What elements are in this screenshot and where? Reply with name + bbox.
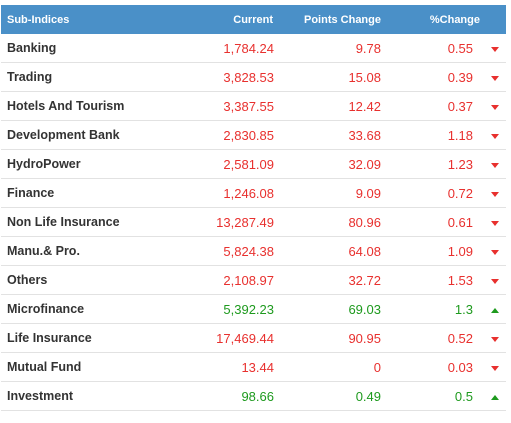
row-pct-change: 1.53	[393, 265, 483, 295]
row-pct-change: 0.55	[393, 34, 483, 63]
row-name: Others	[1, 265, 171, 295]
row-points-change: 0	[281, 352, 393, 382]
row-name: HydroPower	[1, 149, 171, 179]
table-body: Banking 1,784.24 9.78 0.55 Trading 3,828.53 1…	[1, 34, 506, 411]
row-current: 1,246.08	[171, 178, 281, 208]
triangle-up-icon	[490, 307, 499, 313]
row-name: Finance	[1, 178, 171, 208]
row-points-change: 33.68	[281, 120, 393, 150]
row-pct-change: 0.72	[393, 178, 483, 208]
row-current: 3,828.53	[171, 62, 281, 92]
row-points-change: 80.96	[281, 207, 393, 237]
table-row[interactable]: Manu.& Pro. 5,824.38 64.08 1.09	[1, 236, 506, 266]
row-current: 17,469.44	[171, 323, 281, 353]
row-pct-change: 0.39	[393, 62, 483, 92]
row-current: 1,784.24	[171, 34, 281, 63]
row-pct-change: 1.18	[393, 120, 483, 150]
triangle-down-icon	[490, 365, 499, 371]
row-pct-change: 1.23	[393, 149, 483, 179]
table-row[interactable]: Trading 3,828.53 15.08 0.39	[1, 62, 506, 92]
row-points-change: 15.08	[281, 62, 393, 92]
row-current: 5,824.38	[171, 236, 281, 266]
table-row[interactable]: Development Bank 2,830.85 33.68 1.18	[1, 120, 506, 150]
table-row[interactable]: Investment 98.66 0.49 0.5	[1, 381, 506, 411]
row-points-change: 69.03	[281, 294, 393, 324]
row-current: 2,108.97	[171, 265, 281, 295]
row-points-change: 90.95	[281, 323, 393, 353]
row-name: Development Bank	[1, 120, 171, 150]
triangle-down-icon	[490, 278, 499, 284]
table-row[interactable]: Mutual Fund 13.44 0 0.03	[1, 352, 506, 382]
row-name: Non Life Insurance	[1, 207, 171, 237]
row-pct-change: 0.52	[393, 323, 483, 353]
triangle-down-icon	[490, 249, 499, 255]
row-current: 98.66	[171, 381, 281, 411]
table-row[interactable]: Microfinance 5,392.23 69.03 1.3	[1, 294, 506, 324]
row-pct-change: 1.09	[393, 236, 483, 266]
row-current: 3,387.55	[171, 91, 281, 121]
table-header: Sub-Indices Current Points Change %Chang…	[1, 5, 506, 34]
triangle-down-icon	[490, 133, 499, 139]
triangle-down-icon	[490, 46, 499, 52]
row-current: 13.44	[171, 352, 281, 382]
table-row[interactable]: Others 2,108.97 32.72 1.53	[1, 265, 506, 295]
header-row: Sub-Indices Current Points Change %Chang…	[1, 5, 506, 34]
row-pct-change: 0.5	[393, 381, 483, 411]
row-name: Mutual Fund	[1, 352, 171, 382]
row-current: 2,830.85	[171, 120, 281, 150]
header-points-change[interactable]: Points Change	[281, 5, 393, 34]
header-current[interactable]: Current	[171, 5, 281, 34]
triangle-down-icon	[490, 336, 499, 342]
row-current: 5,392.23	[171, 294, 281, 324]
table-row[interactable]: Life Insurance 17,469.44 90.95 0.52	[1, 323, 506, 353]
table-row[interactable]: HydroPower 2,581.09 32.09 1.23	[1, 149, 506, 179]
triangle-down-icon	[490, 191, 499, 197]
triangle-up-icon	[490, 394, 499, 400]
row-points-change: 32.09	[281, 149, 393, 179]
table-row[interactable]: Hotels And Tourism 3,387.55 12.42 0.37	[1, 91, 506, 121]
header-sub-indices[interactable]: Sub-Indices	[1, 5, 171, 34]
sub-indices-panel: Sub-Indices Current Points Change %Chang…	[1, 5, 506, 411]
row-name: Banking	[1, 34, 171, 63]
sub-indices-table: Sub-Indices Current Points Change %Chang…	[1, 5, 506, 411]
row-current: 13,287.49	[171, 207, 281, 237]
row-name: Microfinance	[1, 294, 171, 324]
row-pct-change: 0.37	[393, 91, 483, 121]
row-name: Investment	[1, 381, 171, 411]
row-points-change: 9.09	[281, 178, 393, 208]
row-name: Life Insurance	[1, 323, 171, 353]
triangle-down-icon	[490, 75, 499, 81]
row-name: Trading	[1, 62, 171, 92]
triangle-down-icon	[490, 162, 499, 168]
triangle-down-icon	[490, 104, 499, 110]
row-current: 2,581.09	[171, 149, 281, 179]
row-pct-change: 0.61	[393, 207, 483, 237]
row-points-change: 32.72	[281, 265, 393, 295]
row-points-change: 12.42	[281, 91, 393, 121]
table-row[interactable]: Non Life Insurance 13,287.49 80.96 0.61	[1, 207, 506, 237]
row-name: Manu.& Pro.	[1, 236, 171, 266]
triangle-down-icon	[490, 220, 499, 226]
row-pct-change: 1.3	[393, 294, 483, 324]
row-points-change: 0.49	[281, 381, 393, 411]
row-points-change: 9.78	[281, 34, 393, 63]
row-name: Hotels And Tourism	[1, 91, 171, 121]
row-pct-change: 0.03	[393, 352, 483, 382]
table-row[interactable]: Finance 1,246.08 9.09 0.72	[1, 178, 506, 208]
table-row[interactable]: Banking 1,784.24 9.78 0.55	[1, 34, 506, 63]
header-pct-change[interactable]: %Change	[393, 5, 506, 34]
row-points-change: 64.08	[281, 236, 393, 266]
